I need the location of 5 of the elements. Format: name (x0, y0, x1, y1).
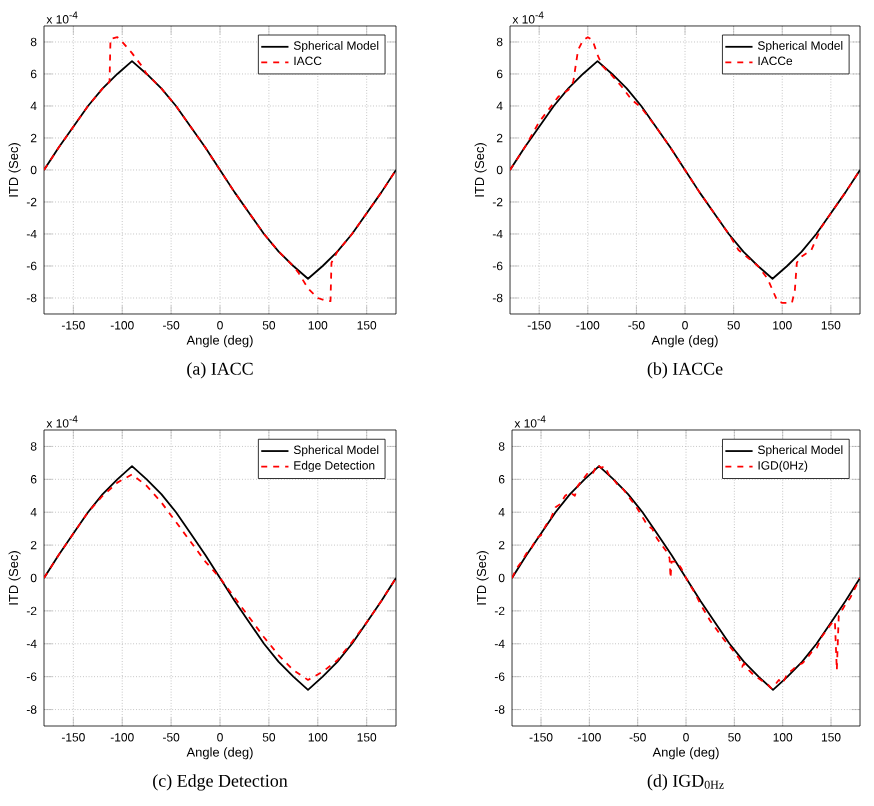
text: (b) IACCe (647, 362, 723, 379)
text: (a) IACC (187, 362, 253, 379)
text: (d) IGD$_{0Hz}$ (647, 774, 724, 791)
line-series (44, 36, 396, 303)
text: (c) Edge Detection (153, 774, 288, 791)
